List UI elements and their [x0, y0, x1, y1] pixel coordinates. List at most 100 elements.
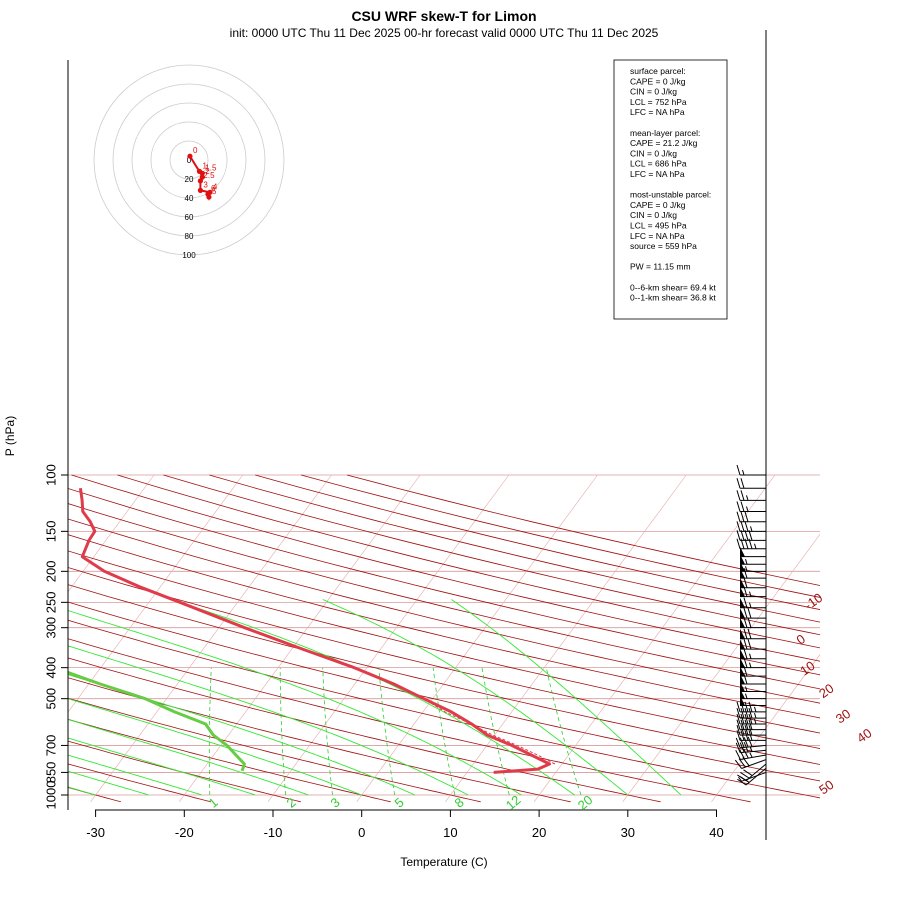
dry-adiabat-line: [0, 475, 31, 802]
wind-barb: [740, 597, 766, 609]
mixing-ratio-label: 2: [284, 794, 299, 810]
dry-adiabat-label: 40: [854, 725, 874, 746]
dry-adiabat-line: [68, 534, 820, 719]
wind-barb: [737, 763, 767, 782]
dry-adiabat-line: [68, 619, 820, 799]
p-tick-label: 150: [44, 520, 59, 542]
wind-barb: [740, 688, 766, 700]
hodograph-ring: [93, 64, 285, 256]
x-tick-label: 10: [443, 825, 457, 840]
sounding-profiles: [68, 487, 556, 774]
hodograph-ring: [131, 102, 247, 218]
wind-barb: [736, 521, 766, 532]
y-axis-label: P (hPa): [3, 416, 17, 456]
stats-line: LFC = NA hPa: [630, 231, 685, 241]
dry-adiabat-line: [68, 518, 820, 704]
mixing-ratio-line: [432, 667, 456, 796]
p-tick-label: 300: [44, 617, 59, 639]
hodograph-point-label: 0: [193, 146, 198, 155]
wind-barb: [735, 736, 767, 749]
dry-adiabat-line: [117, 474, 820, 649]
x-axis-label: Temperature (C): [400, 855, 487, 869]
dry-adiabat-line: [68, 763, 211, 803]
mixing-ratio-line: [378, 667, 396, 796]
hodograph-ring-label: 20: [185, 175, 194, 184]
hodograph-point: [205, 191, 211, 197]
dry-adiabat-label: 50: [816, 777, 836, 798]
isotherm-line: [356, 474, 598, 802]
stats-line: LFC = NA hPa: [630, 169, 685, 179]
moist-adiabat-line: [68, 698, 362, 796]
isotherm-line: [68, 474, 243, 713]
wind-barb: [740, 617, 766, 629]
stats-line: CAPE = 21.2 J/kg: [630, 138, 698, 148]
dry-adiabat-line: [68, 697, 481, 803]
mixing-ratio-line: [208, 667, 212, 796]
wind-barb: [735, 748, 767, 761]
x-tick-label: -30: [86, 825, 105, 840]
dry-adiabat-line: [68, 601, 820, 782]
stats-line: mean-layer parcel:: [630, 128, 700, 138]
stats-line: CIN = 0 J/kg: [630, 87, 677, 97]
x-tick-label: 0: [358, 825, 365, 840]
moist-adiabat-line: [322, 599, 629, 796]
x-tick-label: 20: [532, 825, 546, 840]
wind-barbs: [734, 464, 767, 786]
stats-line: LCL = 752 hPa: [630, 97, 687, 107]
wind-barb: [740, 648, 766, 660]
wind-barb: [736, 490, 766, 501]
dry-adiabat-line: [300, 474, 820, 598]
isotherm-line: [90, 474, 332, 802]
stats-line: CAPE = 0 J/kg: [630, 76, 686, 86]
dry-adiabat-line: [255, 474, 820, 610]
hodograph-point-label: 4: [213, 182, 218, 191]
hodograph-point-label: 2.5: [203, 171, 215, 180]
x-tick-label: 40: [709, 825, 723, 840]
stats-line: CIN = 0 J/kg: [630, 148, 677, 158]
dry-adiabat-line: [71, 474, 820, 662]
moist-adiabat-line: [68, 674, 416, 796]
dry-adiabat-line: [68, 584, 820, 765]
wind-barb: [736, 530, 766, 541]
isotherm-line: [445, 474, 687, 802]
isotherm-line: [68, 474, 155, 593]
isotherm-line: [533, 474, 776, 802]
moist-adiabat-line: [68, 770, 149, 796]
hodograph-ring: [150, 121, 228, 199]
moist-adiabat-line: [171, 599, 575, 796]
wind-barb: [736, 464, 766, 476]
mixing-ratio-label: 3: [328, 794, 343, 810]
p-tick-label: 500: [44, 688, 59, 710]
hodograph-ring-label: 100: [182, 251, 196, 260]
stats-line: CIN = 0 J/kg: [630, 210, 677, 220]
dry-adiabat-line: [68, 488, 820, 676]
dry-adiabat-line: [68, 638, 751, 803]
mixing-ratio-line: [279, 667, 286, 796]
dry-adiabat-line: [68, 677, 571, 803]
dry-adiabat-label: 10: [797, 658, 817, 679]
moist-adiabat-line: [68, 610, 522, 796]
stats-line: source = 559 hPa: [630, 241, 697, 251]
moist-adiabat-line: [68, 754, 203, 796]
parcel-trace-line: [423, 698, 556, 765]
hodograph-point-label: 1.5: [205, 163, 217, 172]
stats-line: 0--1-km shear= 36.8 kt: [630, 293, 716, 303]
hodograph-point: [199, 170, 205, 176]
hodograph-point-label: 1: [202, 161, 207, 170]
mixing-ratio-line: [545, 667, 582, 796]
chart-subtitle: init: 0000 UTC Thu 11 Dec 2025 00-hr for…: [230, 26, 659, 40]
wind-barb: [740, 577, 766, 589]
temperature-line: [78, 487, 551, 774]
stats-line: LFC = NA hPa: [630, 107, 685, 117]
wind-barb: [740, 607, 766, 619]
wind-barb: [740, 586, 766, 598]
wind-barb: [736, 478, 766, 489]
dry-adiabat-label: 30: [833, 706, 853, 727]
dewpoint-line: [68, 670, 246, 772]
moist-adiabat-line: [68, 645, 469, 796]
dry-adiabat-line: [68, 718, 391, 803]
stats-line: surface parcel:: [630, 66, 686, 76]
